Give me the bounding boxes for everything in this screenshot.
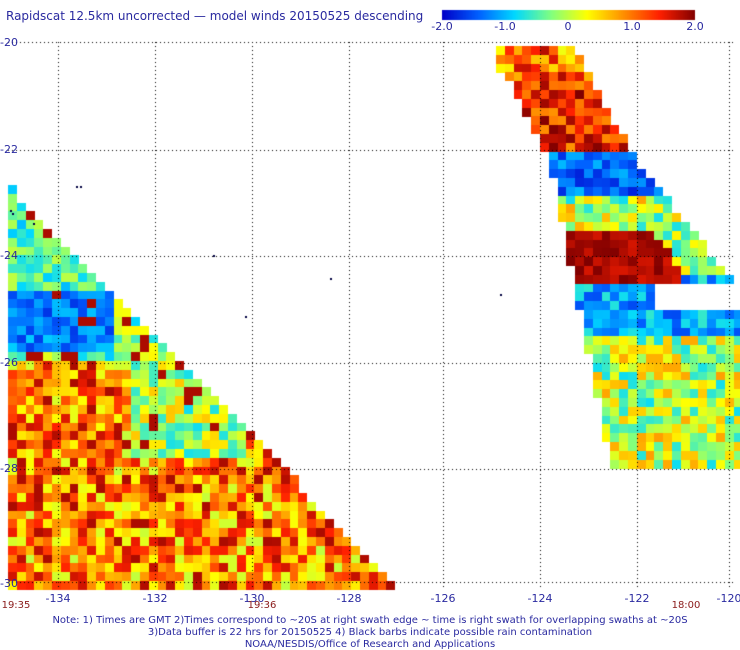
longitude-label: -126: [430, 592, 456, 605]
colorbar: [0, 0, 740, 40]
longitude-label: -124: [527, 592, 553, 605]
colorbar-tick: -2.0: [431, 20, 453, 33]
time-label: 19:35: [1, 600, 31, 611]
latitude-label: -20: [0, 36, 18, 49]
longitude-label: -130: [239, 592, 265, 605]
latitude-label: -30: [0, 577, 18, 590]
latitude-label: -22: [0, 143, 18, 156]
time-label: 18:00: [671, 600, 701, 611]
longitude-label: -134: [45, 592, 71, 605]
footnote-line: Note: 1) Times are GMT 2)Times correspon…: [52, 615, 688, 626]
longitude-label: -120: [716, 592, 740, 605]
time-label: 19:36: [247, 600, 277, 611]
colorbar-tick: -1.0: [494, 20, 516, 33]
footnote-line: NOAA/NESDIS/Office of Research and Appli…: [244, 639, 496, 650]
latitude-label: -24: [0, 249, 18, 262]
colorbar-tick: 1.0: [623, 20, 641, 33]
map-title: Rapidscat 12.5km uncorrected — model win…: [6, 9, 424, 23]
colorbar-tick: 0: [564, 20, 572, 33]
footnote-line: 3)Data buffer is 22 hrs for 20150525 4) …: [147, 627, 593, 638]
latitude-label: -26: [0, 356, 18, 369]
longitude-label: -132: [142, 592, 168, 605]
longitude-label: -122: [624, 592, 650, 605]
latitude-label: -28: [0, 462, 18, 475]
longitude-label: -128: [336, 592, 362, 605]
colorbar-tick: 2.0: [686, 20, 704, 33]
